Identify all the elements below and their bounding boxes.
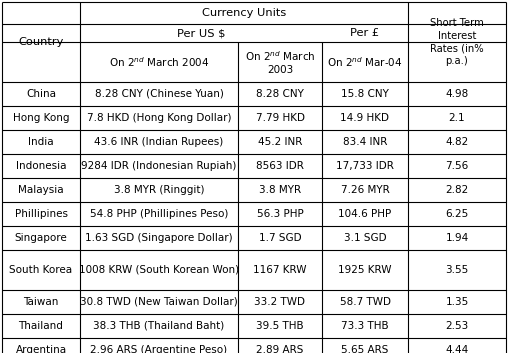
Text: 2.1: 2.1 xyxy=(449,113,465,123)
Text: On 2$^{nd}$ Mar-04: On 2$^{nd}$ Mar-04 xyxy=(327,55,403,69)
Text: 3.55: 3.55 xyxy=(446,265,468,275)
Text: 8563 IDR: 8563 IDR xyxy=(256,161,304,171)
Text: 2.82: 2.82 xyxy=(446,185,468,195)
Text: 4.98: 4.98 xyxy=(446,89,468,99)
Text: 104.6 PHP: 104.6 PHP xyxy=(338,209,392,219)
Text: Indonesia: Indonesia xyxy=(16,161,66,171)
Text: 7.79 HKD: 7.79 HKD xyxy=(256,113,304,123)
Text: 5.65 ARS: 5.65 ARS xyxy=(341,345,389,353)
Text: Per £: Per £ xyxy=(351,28,379,38)
Text: Argentina: Argentina xyxy=(15,345,67,353)
Text: 1008 KRW (South Korean Won): 1008 KRW (South Korean Won) xyxy=(79,265,239,275)
Text: 3.8 MYR: 3.8 MYR xyxy=(259,185,301,195)
Text: 43.6 INR (Indian Rupees): 43.6 INR (Indian Rupees) xyxy=(94,137,224,147)
Text: China: China xyxy=(26,89,56,99)
Text: On 2$^{nd}$ March
2003: On 2$^{nd}$ March 2003 xyxy=(245,49,315,75)
Text: 14.9 HKD: 14.9 HKD xyxy=(340,113,390,123)
Text: 3.8 MYR (Ringgit): 3.8 MYR (Ringgit) xyxy=(114,185,204,195)
Text: 7.8 HKD (Hong Kong Dollar): 7.8 HKD (Hong Kong Dollar) xyxy=(87,113,231,123)
Text: Short Term
Interest
Rates (in%
p.a.): Short Term Interest Rates (in% p.a.) xyxy=(430,18,484,66)
Text: 7.26 MYR: 7.26 MYR xyxy=(341,185,389,195)
Text: 2.53: 2.53 xyxy=(446,321,468,331)
Text: Taiwan: Taiwan xyxy=(23,297,59,307)
Text: 83.4 INR: 83.4 INR xyxy=(343,137,387,147)
Text: 39.5 THB: 39.5 THB xyxy=(256,321,304,331)
Text: 2.89 ARS: 2.89 ARS xyxy=(257,345,304,353)
Text: 2.96 ARS (Argentine Peso): 2.96 ARS (Argentine Peso) xyxy=(90,345,228,353)
Text: 1167 KRW: 1167 KRW xyxy=(253,265,307,275)
Text: 9284 IDR (Indonesian Rupiah): 9284 IDR (Indonesian Rupiah) xyxy=(81,161,237,171)
Text: 33.2 TWD: 33.2 TWD xyxy=(255,297,305,307)
Text: 73.3 THB: 73.3 THB xyxy=(341,321,389,331)
Text: 17,733 IDR: 17,733 IDR xyxy=(336,161,394,171)
Text: 1.7 SGD: 1.7 SGD xyxy=(259,233,301,243)
Text: 1.94: 1.94 xyxy=(446,233,468,243)
Text: South Korea: South Korea xyxy=(10,265,73,275)
Text: 15.8 CNY: 15.8 CNY xyxy=(341,89,389,99)
Text: 3.1 SGD: 3.1 SGD xyxy=(344,233,386,243)
Text: 54.8 PHP (Phillipines Peso): 54.8 PHP (Phillipines Peso) xyxy=(90,209,228,219)
Text: 56.3 PHP: 56.3 PHP xyxy=(257,209,303,219)
Text: 7.56: 7.56 xyxy=(446,161,468,171)
Text: 1925 KRW: 1925 KRW xyxy=(338,265,392,275)
Text: 4.44: 4.44 xyxy=(446,345,468,353)
Text: 6.25: 6.25 xyxy=(446,209,468,219)
Text: 58.7 TWD: 58.7 TWD xyxy=(339,297,391,307)
Text: 1.63 SGD (Singapore Dollar): 1.63 SGD (Singapore Dollar) xyxy=(85,233,233,243)
Text: 1.35: 1.35 xyxy=(446,297,468,307)
Text: Currency Units: Currency Units xyxy=(202,8,286,18)
Text: Singapore: Singapore xyxy=(15,233,68,243)
Text: 8.28 CNY (Chinese Yuan): 8.28 CNY (Chinese Yuan) xyxy=(94,89,224,99)
Text: Thailand: Thailand xyxy=(19,321,64,331)
Text: 45.2 INR: 45.2 INR xyxy=(258,137,302,147)
Text: Hong Kong: Hong Kong xyxy=(13,113,69,123)
Text: Country: Country xyxy=(18,37,64,47)
Text: Per US $: Per US $ xyxy=(177,28,225,38)
Text: Malaysia: Malaysia xyxy=(18,185,64,195)
Text: 4.82: 4.82 xyxy=(446,137,468,147)
Text: India: India xyxy=(28,137,54,147)
Text: 30.8 TWD (New Taiwan Dollar): 30.8 TWD (New Taiwan Dollar) xyxy=(80,297,238,307)
Text: 8.28 CNY: 8.28 CNY xyxy=(256,89,304,99)
Text: 38.3 THB (Thailand Baht): 38.3 THB (Thailand Baht) xyxy=(93,321,225,331)
Text: Phillipines: Phillipines xyxy=(15,209,68,219)
Text: On 2$^{nd}$ March 2004: On 2$^{nd}$ March 2004 xyxy=(109,55,209,69)
